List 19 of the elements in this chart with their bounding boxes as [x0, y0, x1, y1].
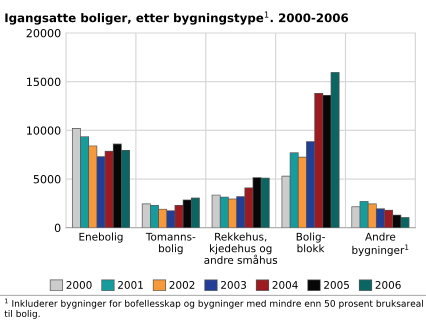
legend-label: 2004 [272, 281, 298, 289]
legend-label: 2002 [170, 281, 194, 289]
x-tick-label: Tomanns- bolig [146, 232, 196, 254]
x-tick-label: Rekkehus, kjedehus og andre småhus [204, 232, 278, 264]
y-tick-label: 5000 [34, 175, 60, 184]
legend-label: 2003 [221, 281, 246, 289]
y-tick-label: 15000 [27, 78, 60, 86]
y-tick-label: 20000 [26, 28, 60, 38]
text: $^{1}$ Inkluderer bygninger for bofellesskap og bygninger med mindre enn 50 prosent bruksareal til bolig. [4, 298, 423, 319]
y-tick-label: 0 [54, 224, 60, 232]
legend-label: 2006 [376, 281, 401, 289]
y-tick-label: 10000 [27, 126, 60, 135]
x-tick-label: Bolig- blokk [296, 232, 325, 252]
legend-label: 2001 [118, 281, 143, 289]
legend-label: 2000 [66, 281, 92, 289]
x-tick-label: Enebolig [79, 232, 123, 243]
chart-title: Igangsatte boliger, etter bygningstype$^{1}$. 2000-2006 [5, 12, 348, 25]
x-tick-label: Andre bygninger$^{1}$ [352, 232, 408, 256]
legend-label: 2005 [324, 281, 349, 289]
